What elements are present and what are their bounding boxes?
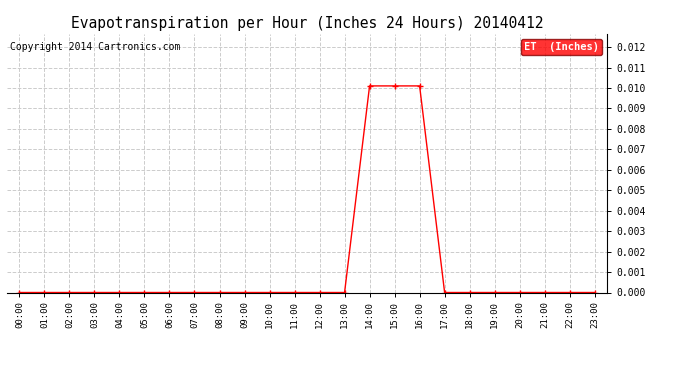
Title: Evapotranspiration per Hour (Inches 24 Hours) 20140412: Evapotranspiration per Hour (Inches 24 H… <box>71 16 543 31</box>
Legend: ET  (Inches): ET (Inches) <box>521 39 602 55</box>
Text: Copyright 2014 Cartronics.com: Copyright 2014 Cartronics.com <box>10 42 180 51</box>
